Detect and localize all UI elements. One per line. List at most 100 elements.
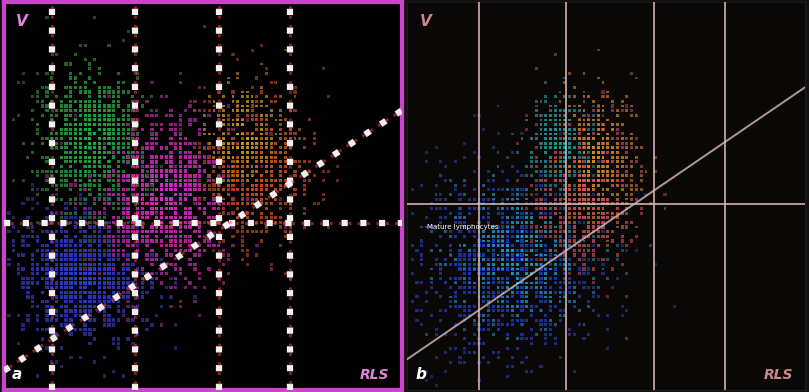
Point	[17, 80, 30, 86]
Point	[260, 163, 273, 170]
Point	[563, 140, 576, 146]
Point	[98, 173, 111, 179]
Point	[78, 187, 91, 193]
Point	[520, 256, 533, 263]
Point	[146, 229, 159, 235]
Point	[217, 131, 230, 137]
Point	[621, 140, 633, 146]
Point	[530, 187, 543, 193]
Point	[472, 261, 485, 267]
Point	[520, 261, 533, 267]
Point	[582, 122, 595, 128]
Point	[55, 173, 68, 179]
Point	[83, 89, 96, 95]
Point	[21, 154, 34, 160]
Point	[250, 94, 263, 100]
Point	[625, 182, 638, 188]
Point	[578, 266, 591, 272]
Point	[587, 122, 600, 128]
Point	[236, 173, 249, 179]
Point	[83, 331, 96, 337]
Point	[420, 298, 433, 305]
Point	[506, 219, 519, 225]
Point	[510, 303, 523, 309]
Point	[497, 289, 510, 296]
Point	[544, 112, 557, 118]
Point	[222, 163, 235, 170]
Point	[150, 163, 163, 170]
Point	[606, 201, 619, 207]
Point	[112, 229, 125, 235]
Point	[553, 205, 566, 212]
Point	[578, 229, 591, 235]
Point	[415, 308, 428, 314]
Point	[510, 261, 523, 267]
Point	[468, 331, 481, 337]
Point	[601, 94, 614, 100]
Point	[231, 201, 244, 207]
Point	[497, 205, 510, 212]
Point	[222, 210, 235, 216]
Point	[544, 168, 557, 174]
Point	[568, 289, 581, 296]
Point	[112, 308, 125, 314]
Point	[88, 233, 101, 240]
Point	[525, 224, 538, 230]
Point	[606, 135, 619, 142]
Point	[141, 187, 154, 193]
Point	[530, 112, 543, 118]
Point	[26, 270, 39, 277]
Point	[274, 182, 287, 188]
Point	[126, 327, 139, 333]
Point	[83, 327, 96, 333]
Point	[26, 168, 39, 174]
Point	[520, 336, 533, 342]
Point	[131, 135, 144, 142]
Point	[169, 191, 182, 198]
Point	[477, 205, 490, 212]
Point	[55, 270, 68, 277]
Point	[497, 280, 510, 286]
Point	[625, 103, 638, 109]
Point	[12, 266, 25, 272]
Point	[425, 266, 438, 272]
Point	[596, 154, 609, 160]
Point	[93, 117, 106, 123]
Point	[606, 210, 619, 216]
Point	[179, 187, 192, 193]
Point	[520, 252, 533, 258]
Point	[540, 80, 553, 86]
Point	[179, 238, 192, 244]
Point	[611, 191, 624, 198]
Point	[136, 187, 149, 193]
Point	[482, 359, 495, 365]
Point	[146, 238, 159, 244]
Point	[279, 117, 292, 123]
Point	[482, 214, 495, 221]
Point	[506, 149, 519, 156]
Point	[255, 214, 268, 221]
Point	[255, 145, 268, 151]
Point	[126, 107, 139, 114]
Point	[146, 261, 159, 267]
Point	[279, 182, 292, 188]
Point	[93, 275, 106, 281]
Point	[535, 205, 548, 212]
Point	[21, 312, 34, 319]
Point	[573, 294, 586, 300]
Point	[45, 331, 58, 337]
Point	[131, 219, 144, 225]
Point	[544, 233, 557, 240]
Point	[112, 103, 125, 109]
Point	[487, 224, 500, 230]
Point	[126, 163, 139, 170]
Point	[141, 229, 154, 235]
Point	[477, 327, 490, 333]
Point	[198, 122, 211, 128]
Point	[78, 107, 91, 114]
Point	[587, 229, 600, 235]
Point	[458, 327, 471, 333]
Point	[458, 350, 471, 356]
Point	[279, 163, 292, 170]
Point	[164, 126, 177, 132]
